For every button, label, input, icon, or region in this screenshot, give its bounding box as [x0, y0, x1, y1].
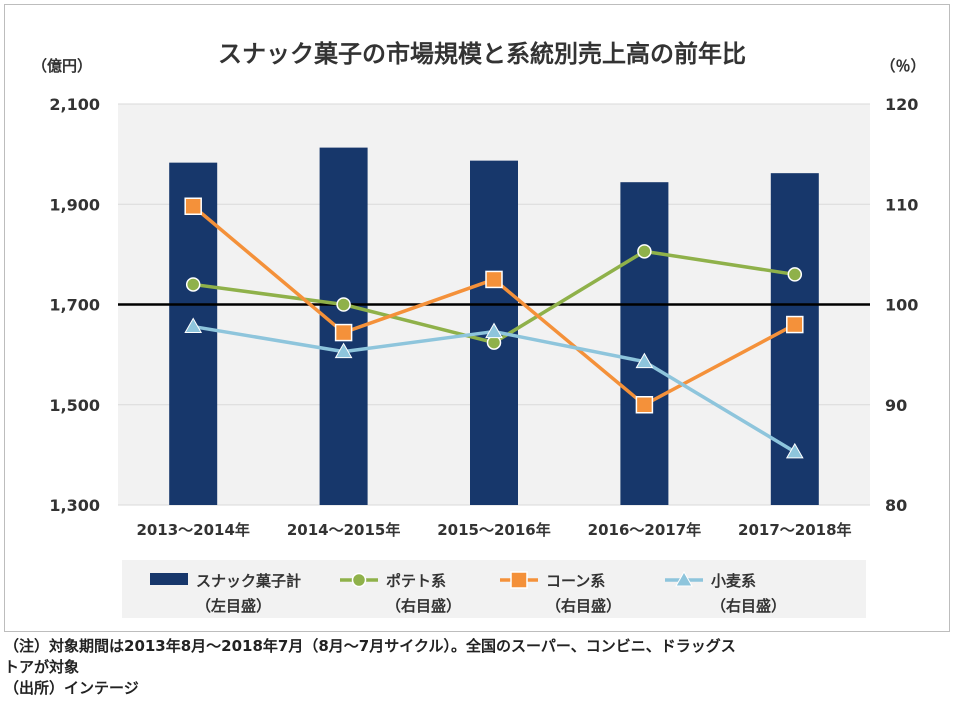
y-right-tick-label: 80: [885, 496, 907, 515]
point-小麦系-2015～2016年: [485, 322, 503, 339]
note-line-1: （注）対象期間は2013年8月～2018年7月（8月～7月サイクル）。全国のスー…: [4, 637, 736, 655]
y-left-tick-label: 1,500: [49, 396, 100, 415]
bar-2016～2017年: [620, 182, 669, 505]
legend-axis-note: （右目盛）: [546, 597, 621, 615]
y-right-tick-label: 120: [885, 95, 918, 114]
point-コーン系-2014～2015年: [334, 323, 353, 342]
x-tick-label: 2016～2017年: [588, 521, 702, 539]
point-小麦系-2013～2014年: [184, 317, 203, 334]
y-left-tick-label: 1,300: [49, 496, 100, 515]
legend-label-スナック菓子計: スナック菓子計: [196, 572, 301, 590]
legend-box: [122, 560, 866, 618]
point-コーン系-2013～2014年: [184, 197, 202, 216]
legend-swatch-スナック菓子計: [150, 573, 188, 585]
y-left-axis-label: （億円）: [32, 57, 92, 75]
point-ポテト系-2016～2017年: [637, 244, 652, 259]
point-小麦系-2016～2017年: [635, 352, 654, 369]
y-right-tick-label: 90: [885, 396, 907, 415]
legend-marker-小麦系: [675, 570, 693, 587]
footnotes: （注）対象期間は2013年8月～2018年7月（8月～7月サイクル）。全国のスー…: [4, 636, 954, 699]
x-tick-label: 2014～2015年: [287, 521, 401, 539]
point-コーン系-2016～2017年: [635, 396, 654, 414]
legend-label-コーン系: コーン系: [546, 572, 605, 590]
y-left-tick-label: 1,700: [49, 296, 100, 315]
y-left-tick-label: 2,100: [49, 95, 100, 114]
y-right-tick-label: 110: [885, 195, 918, 214]
legend-marker-ポテト系: [351, 572, 367, 588]
x-tick-label: 2013～2014年: [136, 521, 250, 539]
x-tick-label: 2017～2018年: [738, 521, 852, 539]
point-コーン系-2017～2018年: [786, 315, 804, 334]
point-ポテト系-2014～2015年: [336, 297, 351, 312]
point-小麦系-2014～2015年: [334, 342, 353, 359]
legend-axis-note: （右目盛）: [711, 597, 786, 615]
y-left-tick-label: 1,900: [49, 195, 100, 214]
x-tick-label: 2015～2016年: [437, 521, 551, 539]
chart-svg: スナック菓子の市場規模と系統別売上高の前年比 （億円） （％） 1,300 1,5…: [32, 40, 926, 618]
legend-marker-コーン系: [510, 571, 528, 589]
point-ポテト系-2017～2018年: [787, 267, 803, 282]
chart-title: スナック菓子の市場規模と系統別売上高の前年比: [218, 40, 746, 68]
source-note: （出所）インテージ: [4, 679, 139, 697]
point-小麦系-2017～2018年: [785, 442, 804, 459]
legend-axis-note: （右目盛）: [386, 597, 461, 615]
point-ポテト系-2013～2014年: [185, 277, 201, 292]
legend-label-ポテト系: ポテト系: [386, 572, 446, 590]
y-right-axis-label: （％）: [880, 57, 925, 75]
y-right-tick-label: 100: [885, 296, 918, 315]
legend-axis-note: （左目盛）: [196, 597, 271, 615]
point-コーン系-2015～2016年: [485, 270, 503, 289]
legend-label-小麦系: 小麦系: [711, 572, 756, 590]
note-line-2: トアが対象: [4, 658, 80, 676]
